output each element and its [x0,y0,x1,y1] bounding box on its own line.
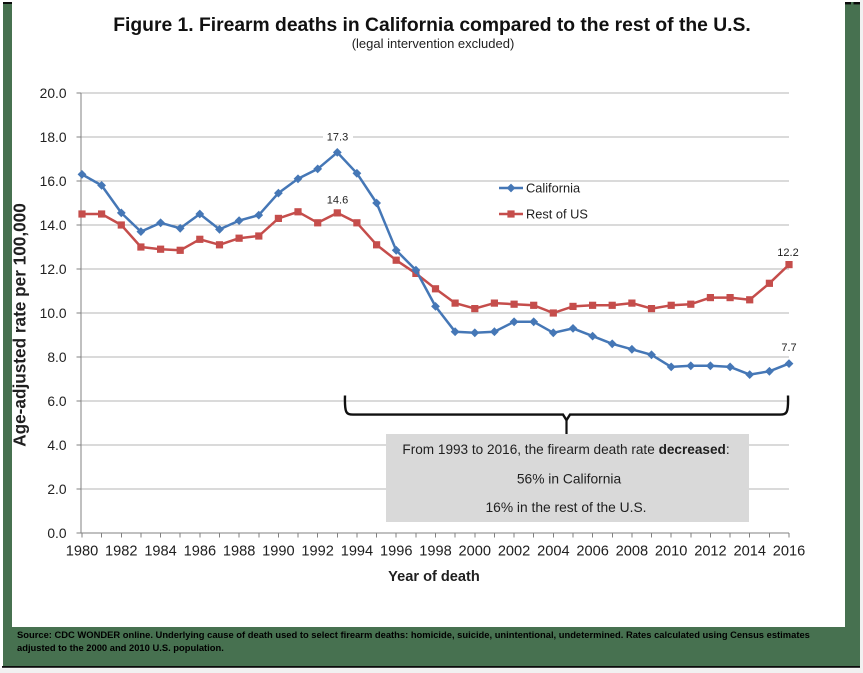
svg-text:Age-adjusted rate per 100,000: Age-adjusted rate per 100,000 [10,203,30,447]
svg-text:California: California [526,180,581,195]
svg-text:12.0: 12.0 [40,262,67,277]
svg-text:2004: 2004 [537,544,569,560]
svg-text:Year of death: Year of death [388,569,480,585]
svg-text:6.0: 6.0 [47,394,67,409]
svg-text:16% in the rest of the U.S.: 16% in the rest of the U.S. [485,500,646,515]
svg-text:18.0: 18.0 [40,130,67,145]
svg-text:2008: 2008 [616,544,648,560]
svg-text:0.0: 0.0 [47,526,67,541]
svg-text:14.0: 14.0 [40,218,67,233]
svg-text:1980: 1980 [66,544,98,560]
svg-text:1986: 1986 [184,544,216,560]
svg-text:Rest of US: Rest of US [526,206,588,221]
svg-text:From 1993 to 2016, the firearm: From 1993 to 2016, the firearm death rat… [402,442,729,457]
svg-text:8.0: 8.0 [47,350,67,365]
svg-text:16.0: 16.0 [40,174,67,189]
svg-text:12.2: 12.2 [777,247,798,259]
svg-text:(legal intervention excluded): (legal intervention excluded) [352,36,515,51]
svg-text:2006: 2006 [576,544,608,560]
svg-text:adjusted to the 2000 and 2010: adjusted to the 2000 and 2010 U.S. popul… [17,642,224,653]
svg-text:7.7: 7.7 [781,342,796,354]
svg-text:1984: 1984 [144,544,176,560]
svg-text:Source: CDC WONDER online. Und: Source: CDC WONDER online. Underlying ca… [17,629,810,640]
svg-text:2000: 2000 [459,544,491,560]
svg-text:4.0: 4.0 [47,438,67,453]
svg-text:1990: 1990 [262,544,294,560]
svg-text:2.0: 2.0 [47,482,67,497]
svg-text:2012: 2012 [694,544,726,560]
svg-text:56% in California: 56% in California [517,472,622,487]
svg-text:14.6: 14.6 [327,195,348,207]
svg-text:1988: 1988 [223,544,255,560]
svg-text:1994: 1994 [341,544,373,560]
svg-text:1982: 1982 [105,544,137,560]
svg-text:1996: 1996 [380,544,412,560]
svg-text:20.0: 20.0 [40,86,67,101]
svg-text:2010: 2010 [655,544,687,560]
svg-text:2014: 2014 [733,544,765,560]
svg-text:1998: 1998 [419,544,451,560]
svg-text:Figure 1. Firearm deaths in Ca: Figure 1. Firearm deaths in California c… [113,15,750,36]
svg-text:2016: 2016 [773,544,805,560]
svg-text:2002: 2002 [498,544,530,560]
svg-text:10.0: 10.0 [40,306,67,321]
svg-text:17.3: 17.3 [327,132,348,144]
svg-text:1992: 1992 [301,544,333,560]
